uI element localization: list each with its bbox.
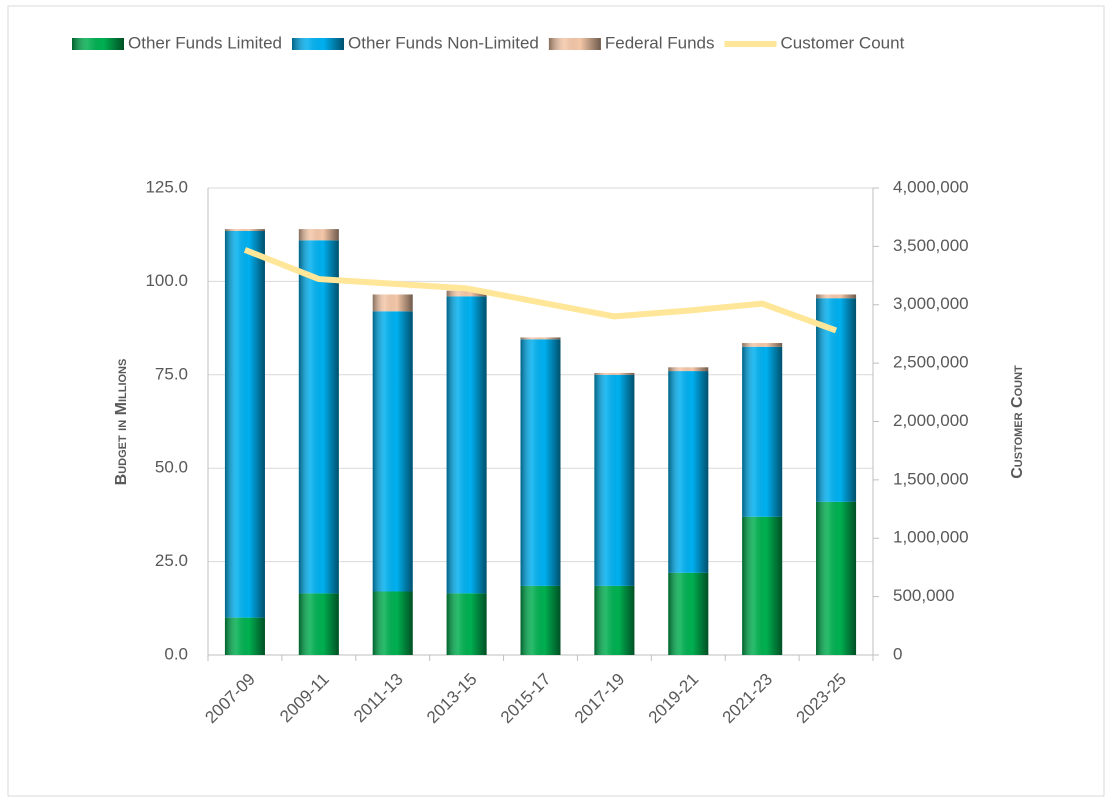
y-tick-label: 25.0 (155, 551, 188, 570)
x-tick-label: 2021-23 (719, 670, 777, 728)
y2-tick-label: 2,000,000 (893, 411, 969, 430)
bar-shade (816, 294, 857, 299)
bar-shade (298, 229, 339, 241)
bar-shade (668, 367, 709, 372)
legend-swatch-shade (292, 38, 345, 50)
y2-tick-label: 1,500,000 (893, 469, 969, 488)
y2-tick-label: 3,500,000 (893, 236, 969, 255)
bar-shade (298, 240, 339, 594)
y2-tick-label: 500,000 (893, 586, 954, 605)
x-tick-label: 2019-21 (645, 670, 703, 728)
legend-swatch-shade (548, 38, 601, 50)
bar-shade (224, 229, 265, 231)
bar-shade (224, 617, 265, 655)
x-tick-label: 2015-17 (497, 670, 555, 728)
bar-shade (594, 374, 635, 586)
bar-shade (742, 343, 783, 347)
bar-shade (446, 296, 487, 594)
bar-shade (372, 591, 413, 655)
bar-shade (594, 372, 635, 375)
x-tick-label: 2009-11 (276, 670, 333, 727)
y-tick-label: 125.0 (145, 177, 188, 196)
legend-label: Other Funds Non-Limited (348, 33, 539, 52)
bar-shade (446, 593, 487, 655)
legend-swatch-shade (72, 38, 124, 50)
legend-label: Customer Count (781, 33, 905, 52)
bar-shade (816, 501, 857, 655)
y-tick-label: 75.0 (155, 364, 188, 383)
y2-tick-label: 1,000,000 (893, 528, 969, 547)
bar-shade (372, 311, 413, 592)
bar-shade (742, 346, 783, 517)
bar-shade (742, 516, 783, 655)
line (243, 247, 838, 334)
y-tick-label: 100.0 (145, 271, 188, 290)
bar-shade (668, 572, 709, 655)
legend-label: Other Funds Limited (128, 33, 282, 52)
bar-shade (594, 585, 635, 655)
y-tick-label: 0.0 (164, 644, 188, 663)
x-tick-label: 2007-09 (201, 670, 259, 728)
frame (7, 5, 1105, 797)
bar-shade (520, 337, 561, 340)
bar-shade (298, 593, 339, 655)
x-tick-label: 2013-15 (423, 670, 481, 728)
bar-shade (372, 294, 413, 312)
y-axis-title: Budget in Millions (113, 359, 130, 486)
x-tick-label: 2011-13 (350, 670, 407, 727)
x-tick-label: 2023-25 (793, 670, 851, 728)
y-tick-label: 50.0 (155, 458, 188, 477)
y2-tick-label: 4,000,000 (893, 177, 969, 196)
bar-shade (224, 230, 265, 618)
bar-shade (668, 371, 709, 573)
bar-shade (446, 290, 487, 297)
bar-shade (520, 585, 561, 655)
y2-axis-title: Customer Count (1009, 365, 1026, 479)
y2-tick-label: 3,000,000 (893, 294, 969, 313)
bar-shade (520, 339, 561, 586)
y2-tick-label: 2,500,000 (893, 353, 969, 372)
bar-shade (816, 298, 857, 502)
y2-tick-label: 0 (893, 644, 902, 663)
legend-label: Federal Funds (605, 33, 715, 52)
x-tick-label: 2017-19 (571, 670, 629, 728)
